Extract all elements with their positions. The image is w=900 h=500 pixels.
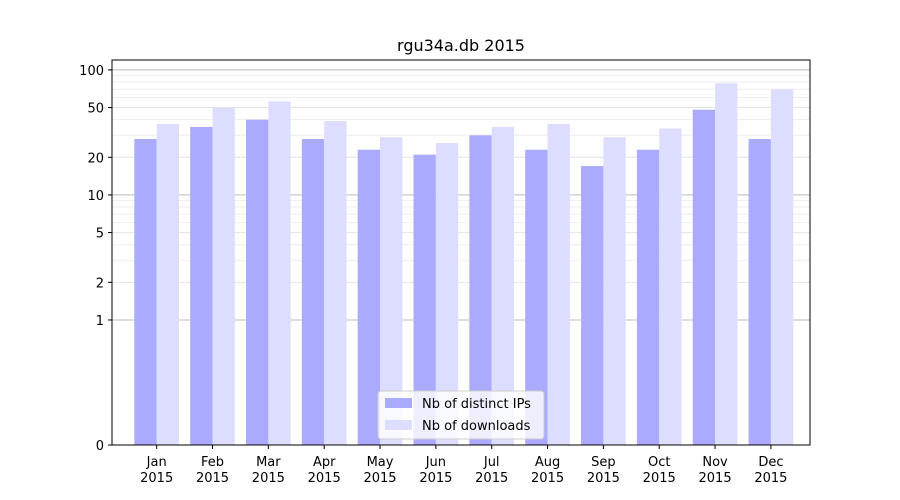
bar-distinct-ips [413, 154, 436, 446]
legend-swatch-downloads [385, 420, 412, 430]
y-tick-label: 0 [96, 439, 104, 454]
legend-label-downloads: Nb of downloads [422, 419, 531, 434]
bar-distinct-ips [134, 139, 157, 445]
bar-downloads [324, 121, 347, 446]
x-tick-label-year: 2015 [196, 471, 229, 486]
bar-downloads [770, 89, 794, 445]
bars [134, 83, 794, 446]
legend-swatch-distinct-ips [385, 398, 412, 408]
bar-distinct-ips [581, 166, 604, 445]
x-tick-label-month: Dec [758, 455, 783, 470]
x-tick-label-year: 2015 [754, 471, 787, 486]
x-axis: Jan2015Feb2015Mar2015Apr2015May2015Jun20… [140, 445, 787, 486]
bar-distinct-ips [469, 135, 492, 445]
x-tick-label-month: Feb [201, 455, 224, 470]
bar-downloads [547, 123, 570, 445]
x-tick-label-year: 2015 [140, 471, 173, 486]
x-tick-label-year: 2015 [475, 471, 508, 486]
bar-downloads [435, 143, 459, 445]
x-tick-label-month: Mar [256, 455, 281, 470]
y-tick-label: 1 [96, 314, 104, 329]
chart-title: rgu34a.db 2015 [397, 36, 525, 55]
legend-box [377, 390, 545, 440]
y-tick-label: 20 [87, 151, 104, 166]
bar-distinct-ips [636, 149, 660, 446]
x-tick-label-month: Apr [313, 455, 336, 470]
x-tick-label-month: Jul [483, 455, 500, 470]
x-tick-label-year: 2015 [363, 471, 396, 486]
y-tick-label: 2 [96, 276, 104, 291]
x-tick-label-year: 2015 [252, 471, 285, 486]
bar-distinct-ips [525, 149, 548, 446]
bar-downloads [659, 128, 682, 445]
bar-downloads [156, 123, 180, 445]
x-tick-label-month: Nov [702, 455, 728, 470]
bar-distinct-ips [301, 139, 325, 445]
x-tick-label-month: May [367, 455, 394, 470]
x-tick-label-year: 2015 [699, 471, 732, 486]
bar-downloads [491, 126, 515, 446]
x-tick-label-month: Oct [648, 455, 670, 470]
legend-label-distinct-ips: Nb of distinct IPs [422, 397, 531, 412]
bar-distinct-ips [748, 139, 771, 445]
y-tick-label: 5 [96, 227, 104, 242]
x-tick-label-month: Jan [146, 455, 167, 470]
x-tick-label-month: Aug [535, 455, 560, 470]
bar-distinct-ips [692, 109, 716, 445]
x-tick-label-year: 2015 [531, 471, 564, 486]
x-tick-label-month: Jun [425, 455, 446, 470]
y-axis: 0 1 2 5 10 20 50 100 [79, 64, 112, 454]
bar-downloads [212, 107, 235, 446]
x-tick-label-year: 2015 [419, 471, 452, 486]
bar-downloads [380, 137, 403, 445]
y-tick-label: 10 [87, 189, 104, 204]
y-tick-label: 50 [87, 102, 104, 117]
x-tick-label-year: 2015 [308, 471, 341, 486]
bar-distinct-ips [246, 119, 269, 446]
bar-downloads [268, 101, 291, 445]
bar-distinct-ips [357, 149, 381, 446]
bar-distinct-ips [190, 126, 213, 446]
x-tick-label-year: 2015 [587, 471, 620, 486]
y-tick-label: 100 [79, 64, 104, 79]
bar-downloads [603, 137, 626, 445]
x-tick-label-month: Sep [591, 455, 616, 470]
plot-frame [111, 59, 811, 446]
x-tick-label-year: 2015 [643, 471, 676, 486]
legend: Nb of distinct IPs Nb of downloads [377, 390, 545, 440]
bar-downloads [715, 83, 738, 445]
